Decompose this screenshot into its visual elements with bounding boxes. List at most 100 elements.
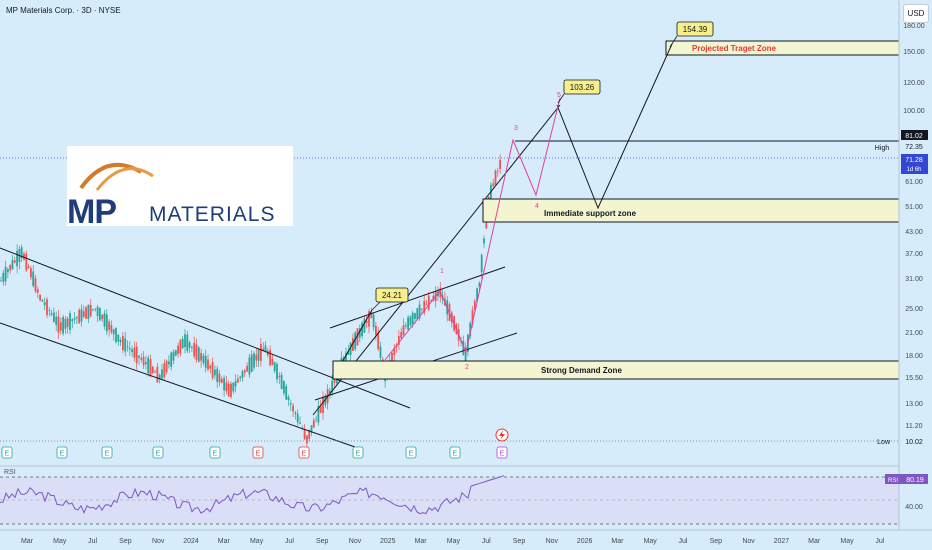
candle-body [430,299,432,301]
candle-body [191,347,193,348]
candle-body [425,304,428,306]
candle-body [347,351,350,355]
candle-body [255,354,258,361]
high-label: High [875,145,890,152]
svg-text:E: E [156,451,161,458]
candle-body [59,322,62,331]
wave-label-2: 2 [465,364,469,371]
candle-body [179,339,182,354]
candle-body [218,373,221,383]
candle-body [163,363,166,378]
candle-body [400,331,403,339]
earnings-marker[interactable]: E [209,446,221,459]
price-72-value: 72.35 [905,144,923,151]
candle-body [200,352,202,361]
candle-body [368,311,370,327]
candle-body [204,356,207,368]
candle-body [469,323,472,337]
earnings-marker[interactable]: E [449,446,461,459]
candle-body [317,405,320,423]
time-tick-label: Sep [316,538,329,545]
candle-body [202,355,205,364]
candle-body [103,313,106,327]
candle-body [156,366,159,383]
candle-body [462,340,465,355]
candle-body [186,334,189,352]
candle-body [237,378,239,383]
price-tick-label: 100.00 [903,108,925,115]
candle-body [241,371,244,378]
candle-body [4,266,7,282]
candle-body [78,309,81,324]
candle-body [276,364,278,380]
earnings-marker[interactable]: E [101,446,113,459]
current-price-countdown: 1d 6h [906,167,921,173]
logo-arc-icon [79,162,154,191]
time-tick-label: Mar [21,538,34,545]
candle-body [377,333,380,350]
earnings-marker[interactable]: E [252,446,264,459]
candle-body [220,379,223,383]
candle-body [128,347,131,350]
callout-103: 103.26 [557,79,601,104]
candle-body [379,346,382,358]
candle-body [278,375,281,378]
company-logo: MP MATERIALS [67,146,293,231]
candle-body [248,357,251,375]
earnings-marker[interactable]: E [56,446,68,459]
time-tick-label: Nov [349,538,362,545]
candle-body [168,361,170,365]
candle-body [119,339,122,343]
candle-body [243,370,246,373]
time-axis-ticks: Mar May Jul Sep Nov 2024 Mar May Jul Sep Nov 2025 Ma… [21,538,885,545]
time-tick-label: Sep [710,538,723,545]
candle-body [96,306,99,317]
candle-body [499,159,501,169]
price-tick-label: 15.50 [905,375,923,382]
candle-body [414,313,416,319]
candle-body [404,325,407,327]
candle-body [36,289,39,293]
candle-body [372,314,375,328]
candle-body [418,304,421,319]
candle-body [30,268,32,278]
rsi-tag: RSI 80.19 40.00 [885,474,928,511]
candle-body [193,343,196,357]
candle-body [135,346,138,364]
price-tick-label: 13.00 [905,401,923,408]
candle-body [23,253,25,260]
earnings-marker[interactable]: E [496,446,508,459]
candle-body [216,368,219,382]
candle-body [172,351,175,361]
candle-body [76,317,78,319]
candle-body [391,352,393,362]
candle-body [142,356,145,366]
time-tick-label: May [53,538,67,545]
time-tick-label: Mar [415,538,428,545]
candle-body [289,403,292,405]
candle-body [62,317,64,334]
candle-body [13,260,16,263]
earnings-marker[interactable]: E [298,446,310,459]
time-tick-label: 2025 [380,538,396,545]
candle-body [211,361,214,378]
candle-body [345,352,347,362]
candle-body [177,345,179,354]
price-tick-label: 21.00 [905,330,923,337]
candle-body [7,269,9,273]
candle-body [181,338,184,349]
price-tick-label: 11.20 [906,423,923,430]
currency-button[interactable]: USD [903,4,929,23]
callout-154: 154.39 [669,21,714,48]
earnings-marker[interactable]: E [152,446,164,459]
earnings-marker[interactable]: E [405,446,417,459]
candle-body [41,299,44,302]
rsi-value: 80.19 [906,477,924,484]
candle-body [232,382,235,392]
earnings-marker[interactable]: E [352,446,364,459]
price-axis [899,0,932,530]
candle-body [147,357,150,374]
earnings-marker[interactable]: E [1,446,13,459]
candle-body [393,348,396,356]
